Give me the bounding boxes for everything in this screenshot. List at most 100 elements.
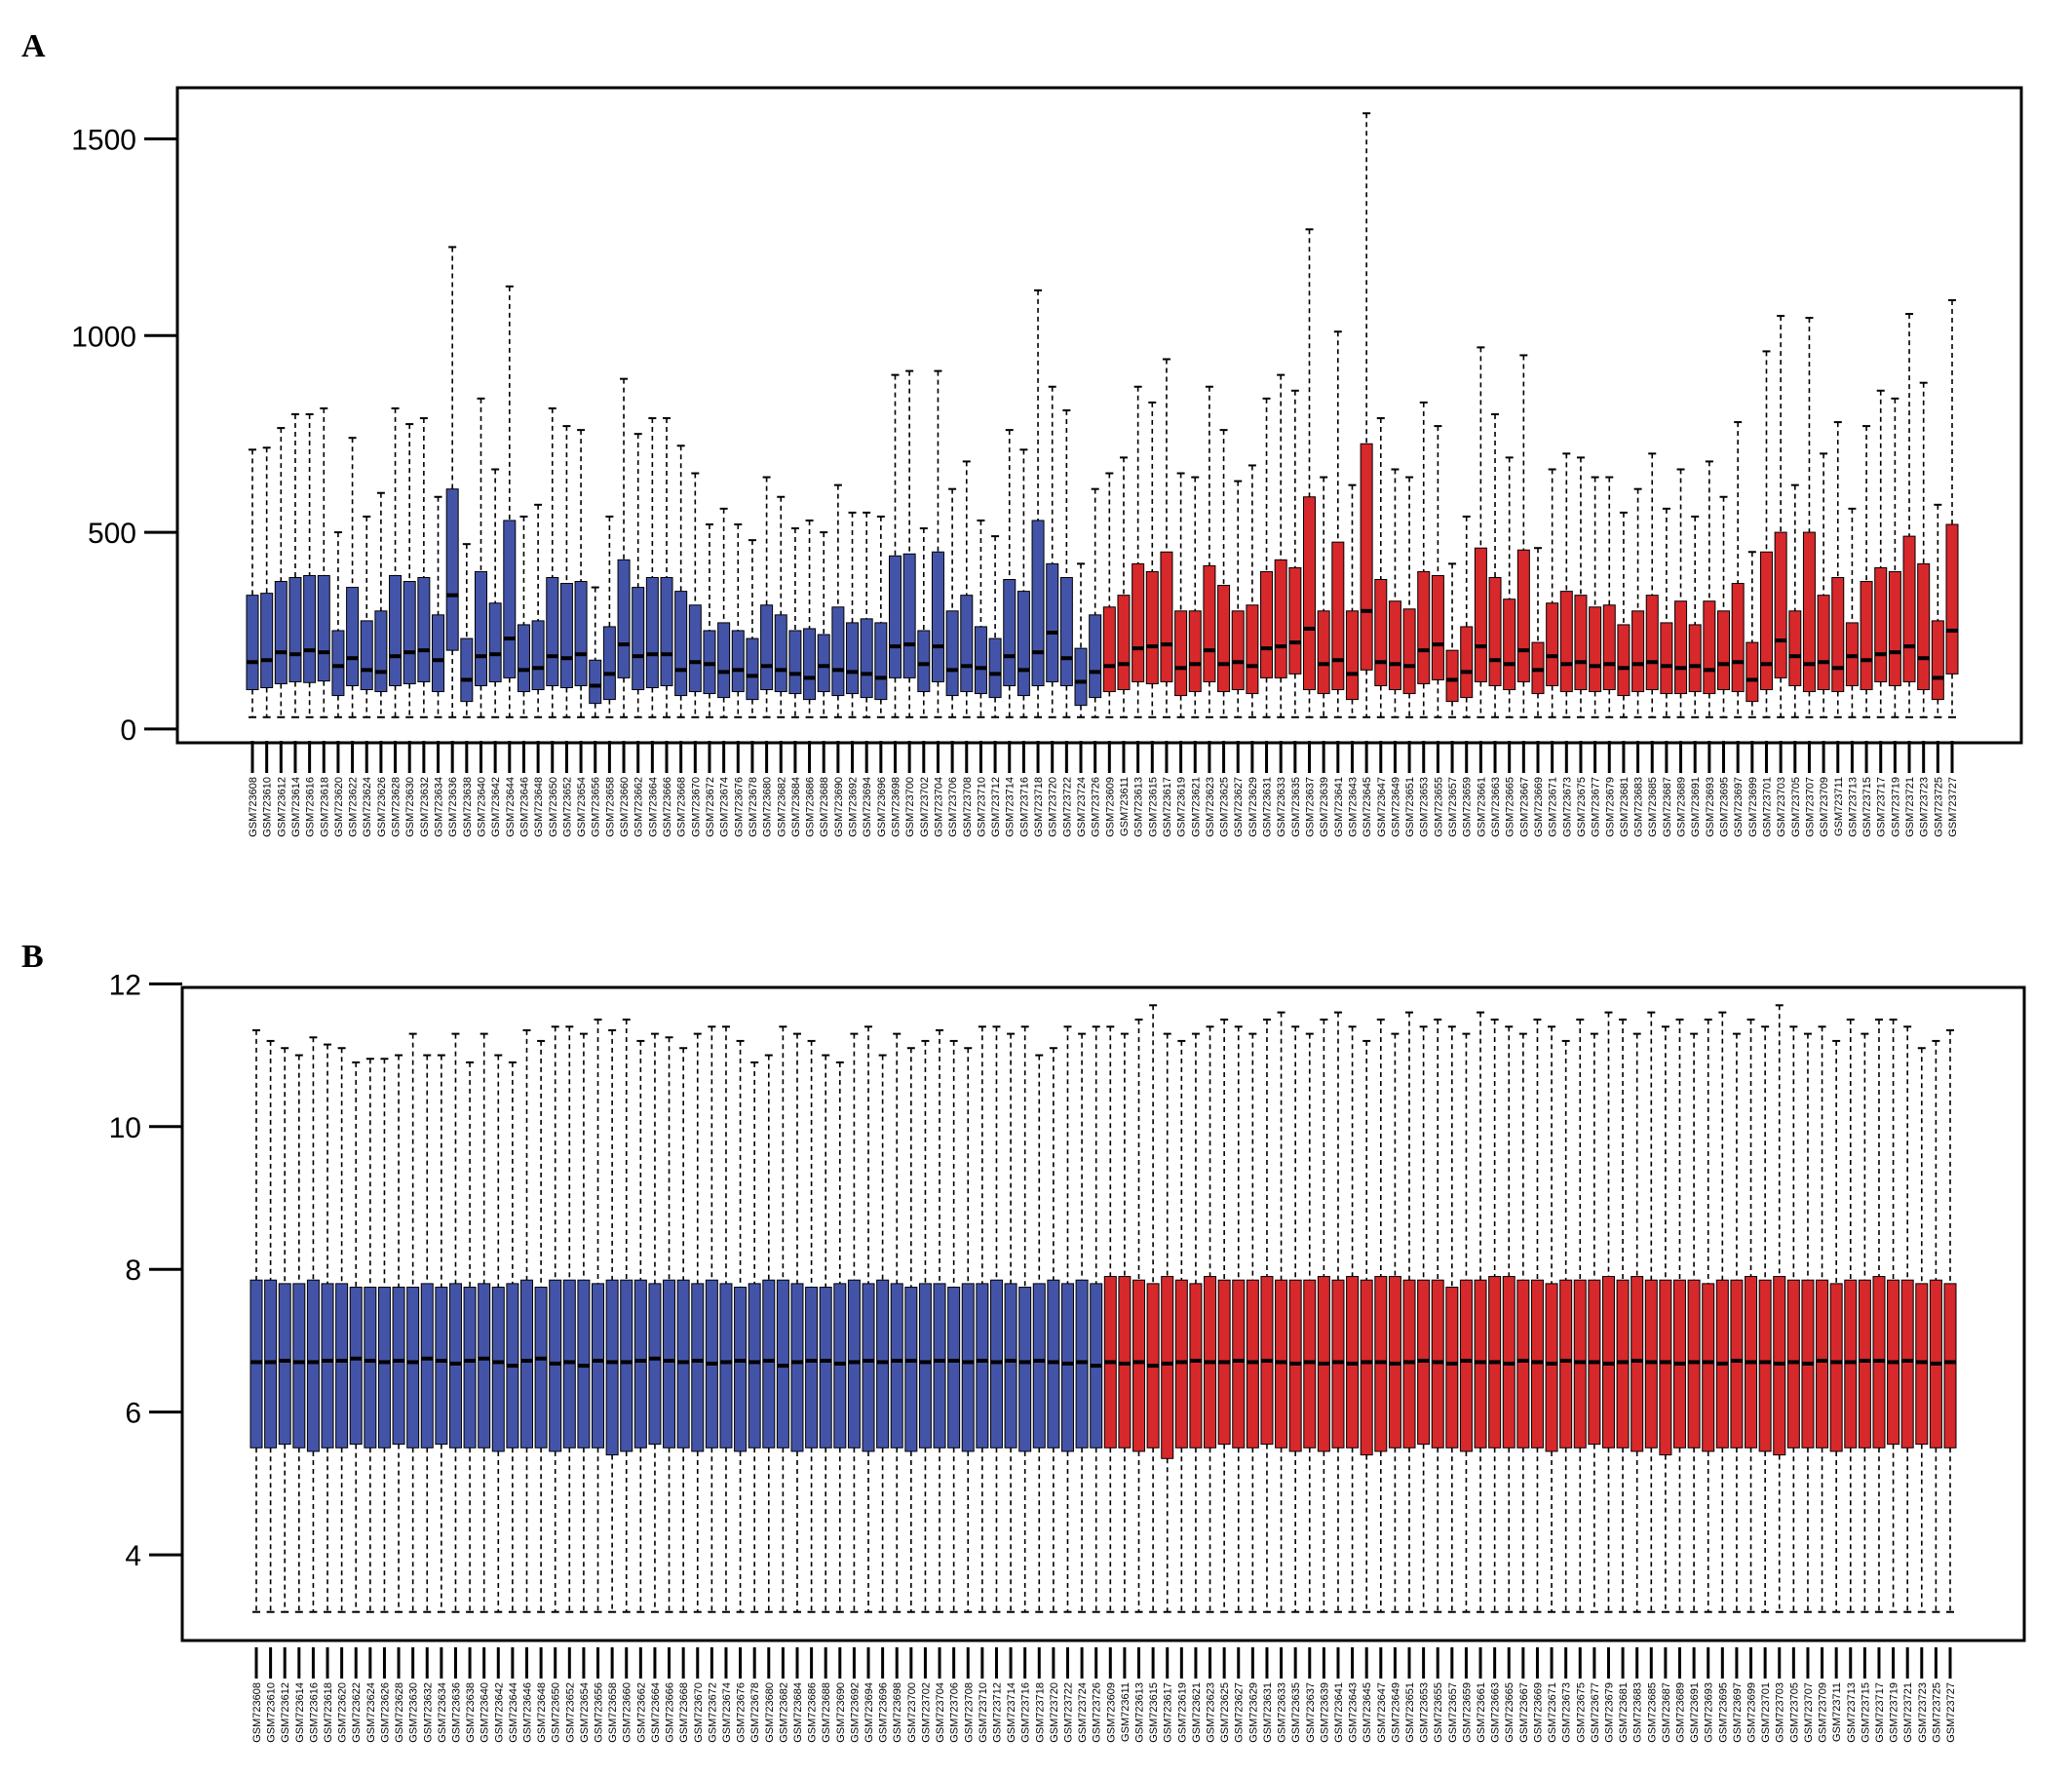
x-tick-label: GSM723688 [819, 777, 830, 837]
box-GSM723691 [1688, 515, 1702, 718]
x-tick-label: GSM723695 [1719, 777, 1731, 837]
box-GSM723621 [1188, 476, 1202, 718]
box-iqr [1589, 606, 1602, 693]
box-iqr [1759, 551, 1773, 691]
x-tick-label: GSM723691 [1689, 1682, 1701, 1743]
box-iqr [478, 1283, 491, 1448]
x-tick-label: GSM723667 [1518, 1682, 1530, 1743]
box-iqr [1559, 591, 1573, 693]
box-iqr [790, 1283, 804, 1452]
x-tick-label: GSM723655 [1433, 777, 1444, 837]
box-iqr [703, 630, 716, 695]
box-GSM723674 [717, 507, 731, 718]
x-tick-label: GSM723713 [1847, 777, 1859, 837]
box-iqr [1060, 1283, 1074, 1452]
box-GSM723698 [888, 373, 902, 718]
box-GSM723709 [1817, 452, 1830, 718]
box-iqr [833, 1283, 847, 1448]
box-GSM723617 [1160, 358, 1173, 718]
box-GSM723726 [1090, 1025, 1103, 1613]
box-iqr [663, 1279, 676, 1448]
box-iqr [1460, 626, 1474, 699]
box-GSM723688 [817, 531, 830, 718]
x-tick-label: GSM723615 [1148, 1682, 1160, 1743]
x-tick-label: GSM723657 [1447, 1682, 1459, 1743]
box-GSM723631 [1260, 397, 1274, 718]
y-tick-label: 4 [125, 1540, 141, 1572]
box-GSM723709 [1816, 1025, 1829, 1613]
box-iqr [817, 634, 830, 693]
box-GSM723692 [847, 1032, 861, 1613]
box-iqr [1845, 622, 1859, 686]
box-iqr [748, 1283, 761, 1448]
x-tick-label: GSM723677 [1590, 1682, 1601, 1743]
box-iqr [1274, 559, 1287, 678]
box-iqr [1943, 1283, 1957, 1448]
box-iqr [549, 1279, 562, 1452]
box-iqr [1617, 624, 1631, 697]
x-tick-label: GSM723659 [1462, 777, 1474, 837]
box-iqr [1003, 579, 1017, 686]
x-tick-label: GSM723618 [319, 777, 330, 837]
x-tick-label: GSM723717 [1874, 1682, 1886, 1743]
x-tick-label: GSM723648 [536, 1682, 548, 1743]
x-tick-label: GSM723609 [1104, 777, 1116, 837]
x-tick-label: GSM723682 [776, 777, 787, 837]
x-tick-label: GSM723609 [1105, 1682, 1117, 1743]
panel-label: A [21, 28, 46, 64]
box-iqr [491, 1287, 505, 1452]
box-iqr [1874, 566, 1888, 682]
plot-frame [175, 86, 2023, 745]
x-tick-label: GSM723712 [990, 777, 1002, 837]
box-GSM723689 [1674, 468, 1688, 718]
y-tick-label: 8 [125, 1255, 141, 1287]
x-tick-label: GSM723692 [848, 777, 860, 837]
box-GSM723616 [303, 412, 317, 718]
x-tick-label: GSM723675 [1575, 1682, 1587, 1743]
x-tick-label: GSM723611 [1120, 1682, 1132, 1742]
box-GSM723684 [788, 527, 802, 718]
x-tick-label: GSM723634 [437, 1682, 448, 1743]
box-GSM723700 [902, 369, 916, 718]
box-GSM723708 [960, 460, 974, 718]
box-GSM723610 [260, 446, 274, 718]
x-tick-label: GSM723621 [1191, 1682, 1203, 1743]
box-iqr [1231, 610, 1245, 691]
box-GSM723690 [833, 1061, 847, 1613]
box-GSM723638 [463, 1061, 477, 1613]
box-iqr [292, 1283, 306, 1448]
box-iqr [1531, 641, 1545, 695]
box-iqr [1417, 570, 1431, 684]
x-tick-label: GSM723668 [676, 777, 688, 837]
x-tick-label: GSM723711 [1831, 1682, 1843, 1742]
box-iqr [1829, 1283, 1843, 1452]
box-iqr [360, 620, 373, 691]
box-iqr [1188, 610, 1202, 693]
box-GSM723655 [1431, 425, 1444, 718]
box-iqr [406, 1287, 420, 1448]
x-tick-label: GSM723651 [1404, 1682, 1416, 1743]
box-GSM723628 [389, 406, 403, 718]
box-iqr [947, 1287, 961, 1448]
x-tick-label: GSM723724 [1076, 777, 1088, 837]
box-iqr [1546, 602, 1559, 686]
x-tick-label: GSM723679 [1603, 1682, 1615, 1743]
box-GSM723668 [674, 444, 688, 718]
x-tick-label: GSM723640 [480, 1682, 491, 1743]
box-iqr [1004, 1283, 1017, 1448]
box-GSM723646 [519, 1028, 533, 1613]
x-tick-label: GSM723698 [892, 1682, 903, 1743]
box-iqr [389, 574, 403, 686]
box-GSM723727 [1945, 298, 1959, 718]
x-tick-label: GSM723628 [394, 1682, 405, 1743]
x-tick-label: GSM723623 [1205, 777, 1216, 837]
box-GSM723715 [1860, 425, 1873, 718]
x-tick-label: GSM723716 [1020, 1682, 1032, 1743]
x-tick-label: GSM723703 [1776, 777, 1787, 837]
box-GSM723724 [1075, 1032, 1089, 1613]
box-GSM723680 [760, 476, 774, 718]
x-tick-label: GSM723641 [1333, 777, 1345, 837]
box-GSM723677 [1588, 1032, 1601, 1613]
x-tick-label: GSM723699 [1747, 777, 1759, 837]
x-tick-label: GSM723620 [337, 1682, 349, 1743]
